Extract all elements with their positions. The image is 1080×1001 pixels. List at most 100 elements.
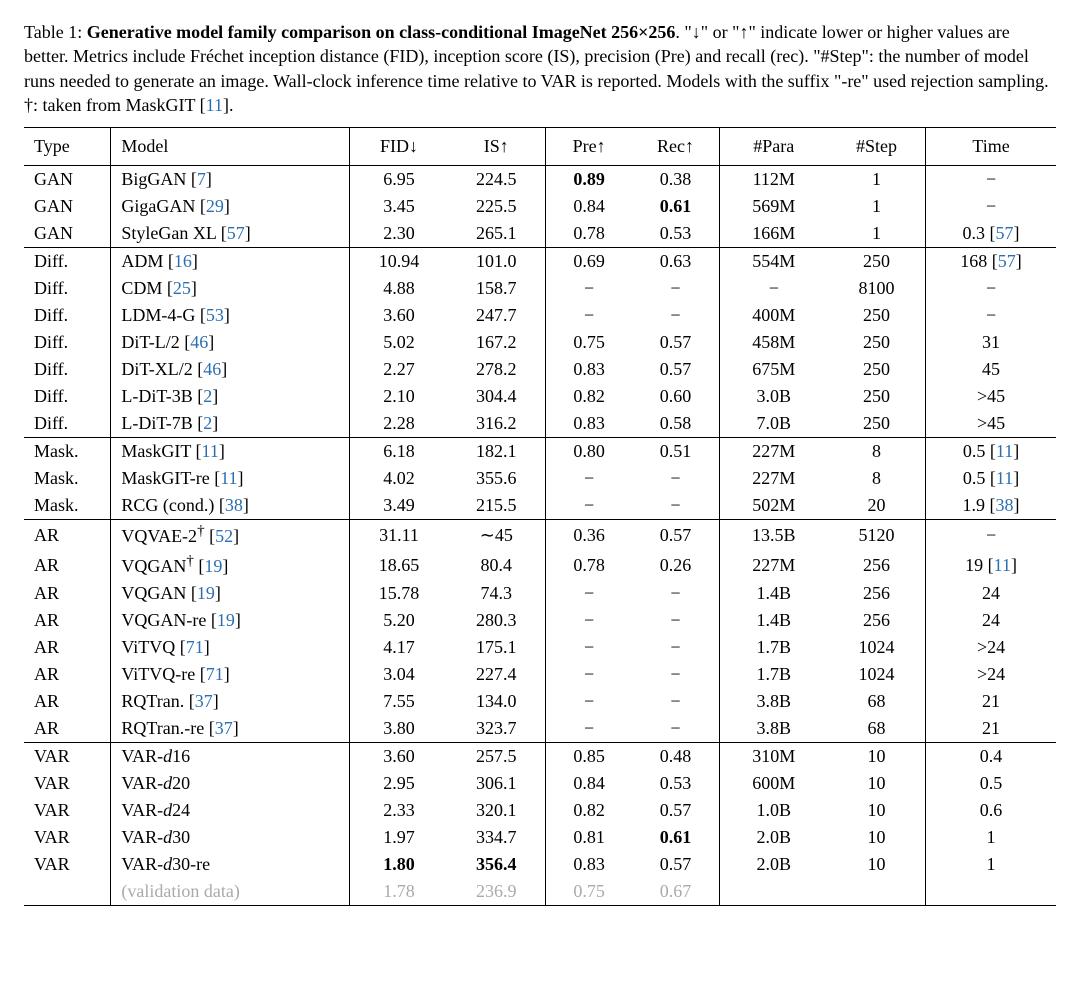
table-cell: 5.02 bbox=[350, 329, 448, 356]
table-cell: 0.6 bbox=[926, 797, 1056, 824]
citation[interactable]: 38 bbox=[225, 495, 243, 515]
table-cell: ∼45 bbox=[448, 520, 546, 551]
col-type: Type bbox=[24, 128, 111, 166]
table-cell: 1.7B bbox=[719, 661, 828, 688]
table-row: GANStyleGan XL [57]2.30265.10.780.53166M… bbox=[24, 220, 1056, 248]
table-cell: 1.80 bbox=[350, 851, 448, 878]
table-cell: 0.85 bbox=[545, 743, 632, 771]
table-cell: 0.5 [11] bbox=[926, 465, 1056, 492]
table-cell: 0.36 bbox=[545, 520, 632, 551]
table-cell: 0.75 bbox=[545, 878, 632, 906]
citation[interactable]: 2 bbox=[203, 386, 212, 406]
table-cell: GAN bbox=[24, 166, 111, 194]
table-row: Diff.LDM-4-G [53]3.60247.7−−400M250− bbox=[24, 302, 1056, 329]
table-cell: 21 bbox=[926, 688, 1056, 715]
citation[interactable]: 53 bbox=[206, 305, 224, 325]
table-cell: 502M bbox=[719, 492, 828, 520]
table-cell: AR bbox=[24, 607, 111, 634]
table-cell: 280.3 bbox=[448, 607, 546, 634]
table-cell: 1.4B bbox=[719, 580, 828, 607]
table-cell: L-DiT-3B [2] bbox=[111, 383, 350, 410]
table-cell: 2.95 bbox=[350, 770, 448, 797]
table-cell: 0.78 bbox=[545, 220, 632, 248]
table-cell: 0.83 bbox=[545, 851, 632, 878]
table-cell: >45 bbox=[926, 383, 1056, 410]
table-cell: 168 [57] bbox=[926, 248, 1056, 276]
table-row: ARVQGAN† [19]18.6580.40.780.26227M25619 … bbox=[24, 550, 1056, 580]
table-cell: 112M bbox=[719, 166, 828, 194]
citation[interactable]: 11 bbox=[996, 468, 1013, 488]
table-cell: 0.26 bbox=[632, 550, 719, 580]
citation[interactable]: 46 bbox=[203, 359, 221, 379]
table-cell: 20 bbox=[828, 492, 926, 520]
citation[interactable]: 11 bbox=[202, 441, 219, 461]
table-cell: 3.60 bbox=[350, 743, 448, 771]
table-row: Diff.L-DiT-7B [2]2.28316.20.830.587.0B25… bbox=[24, 410, 1056, 438]
citation[interactable]: 71 bbox=[206, 664, 224, 684]
table-cell: Mask. bbox=[24, 465, 111, 492]
table-cell: 320.1 bbox=[448, 797, 546, 824]
citation[interactable]: 11 bbox=[996, 441, 1013, 461]
table-cell: 68 bbox=[828, 715, 926, 743]
citation[interactable]: 16 bbox=[174, 251, 192, 271]
citation[interactable]: 19 bbox=[204, 556, 222, 576]
table-cell: 0.51 bbox=[632, 438, 719, 466]
citation[interactable]: 7 bbox=[197, 169, 206, 189]
table-cell: >45 bbox=[926, 410, 1056, 438]
table-cell: 3.60 bbox=[350, 302, 448, 329]
table-cell: − bbox=[545, 302, 632, 329]
table-cell: 7.0B bbox=[719, 410, 828, 438]
col-pre: Pre↑ bbox=[545, 128, 632, 166]
table-cell: AR bbox=[24, 520, 111, 551]
table-row: Mask.RCG (cond.) [38]3.49215.5−−502M201.… bbox=[24, 492, 1056, 520]
citation[interactable]: 19 bbox=[197, 583, 215, 603]
table-cell: 1 bbox=[828, 166, 926, 194]
table-cell: 0.75 bbox=[545, 329, 632, 356]
col-fid: FID↓ bbox=[350, 128, 448, 166]
citation[interactable]: 29 bbox=[206, 196, 224, 216]
table-cell: >24 bbox=[926, 661, 1056, 688]
table-cell: 227.4 bbox=[448, 661, 546, 688]
table-cell: 0.81 bbox=[545, 824, 632, 851]
citation[interactable]: 57 bbox=[996, 223, 1014, 243]
table-row: Mask.MaskGIT [11]6.18182.10.800.51227M80… bbox=[24, 438, 1056, 466]
table-row: VARVAR-d163.60257.50.850.48310M100.4 bbox=[24, 743, 1056, 771]
citation[interactable]: 2 bbox=[203, 413, 212, 433]
table-cell: AR bbox=[24, 634, 111, 661]
table-cell: 3.8B bbox=[719, 715, 828, 743]
table-cell: 3.49 bbox=[350, 492, 448, 520]
table-cell: 101.0 bbox=[448, 248, 546, 276]
table-cell bbox=[719, 878, 828, 906]
citation[interactable]: 11 bbox=[994, 555, 1011, 575]
table-cell: VAR-d30 bbox=[111, 824, 350, 851]
table-cell: 0.5 bbox=[926, 770, 1056, 797]
citation[interactable]: 38 bbox=[996, 495, 1014, 515]
table-cell: 3.80 bbox=[350, 715, 448, 743]
citation[interactable]: 71 bbox=[186, 637, 204, 657]
citation[interactable]: 25 bbox=[173, 278, 191, 298]
table-cell: 250 bbox=[828, 356, 926, 383]
table-cell: 2.33 bbox=[350, 797, 448, 824]
citation[interactable]: 52 bbox=[215, 526, 233, 546]
table-cell: − bbox=[926, 302, 1056, 329]
table-cell: − bbox=[632, 715, 719, 743]
table-cell: − bbox=[545, 492, 632, 520]
citation[interactable]: 57 bbox=[227, 223, 245, 243]
table-row: VARVAR-d242.33320.10.820.571.0B100.6 bbox=[24, 797, 1056, 824]
table-row: (validation data)1.78236.90.750.67 bbox=[24, 878, 1056, 906]
table-cell: AR bbox=[24, 715, 111, 743]
caption-cite[interactable]: 11 bbox=[206, 95, 223, 115]
table-cell: − bbox=[545, 688, 632, 715]
table-cell: 6.18 bbox=[350, 438, 448, 466]
citation[interactable]: 37 bbox=[215, 718, 233, 738]
table-cell: >24 bbox=[926, 634, 1056, 661]
table-cell: 0.69 bbox=[545, 248, 632, 276]
citation[interactable]: 11 bbox=[220, 468, 237, 488]
citation[interactable]: 46 bbox=[190, 332, 208, 352]
table-cell: − bbox=[545, 715, 632, 743]
table-cell: 227M bbox=[719, 438, 828, 466]
citation[interactable]: 57 bbox=[998, 251, 1016, 271]
citation[interactable]: 19 bbox=[217, 610, 235, 630]
citation[interactable]: 37 bbox=[195, 691, 213, 711]
table-cell: 247.7 bbox=[448, 302, 546, 329]
